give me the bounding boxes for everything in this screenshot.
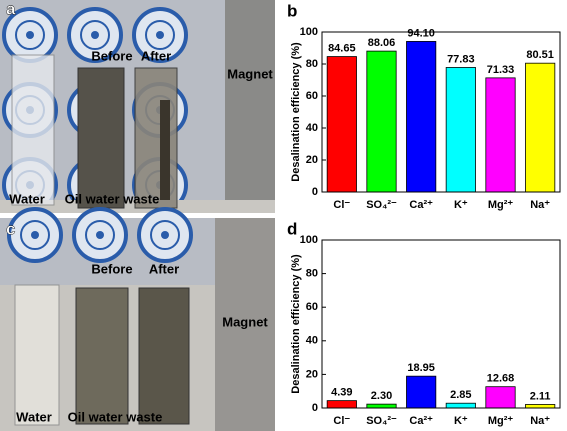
x-tick-label: Mg²⁺ [488,199,514,211]
value-label: 77.83 [447,53,475,65]
x-tick-label: SO₄²⁻ [366,199,397,211]
y-tick-label: 60 [306,301,318,313]
y-tick-label: 20 [306,154,318,166]
photo-label: Oil water waste [68,409,163,424]
y-tick-label: 80 [306,58,318,70]
photo-label: After [141,48,171,63]
bar [525,62,556,193]
value-label: 18.95 [407,362,435,374]
y-tick-label: 40 [306,122,318,134]
bar [366,50,397,193]
photo-a [0,0,275,213]
x-tick-label: SO₄²⁻ [366,415,397,427]
plot-frame [321,239,561,409]
bar [445,67,476,193]
bar [525,404,556,409]
y-tick-label: 40 [306,335,318,347]
x-tick-label: Na⁺ [530,199,550,211]
x-tick-label: Ca²⁺ [409,199,433,211]
value-label: 2.85 [450,389,471,401]
panel-label: b [287,1,297,20]
photo-label: Before [91,261,132,276]
bar [445,402,476,409]
x-tick-label: Cl⁻ [333,415,350,427]
value-label: 2.11 [530,390,551,402]
x-tick-label: Na⁺ [530,415,550,427]
bar [406,41,437,193]
value-label: 94.10 [407,27,435,39]
value-label: 80.51 [526,49,554,61]
x-tick-label: Ca²⁺ [409,415,433,427]
value-label: 84.65 [328,42,356,54]
bar [406,375,437,409]
bar [485,77,516,193]
photo-label: Oil water waste [65,191,160,206]
y-tick-label: 80 [306,268,318,280]
value-label: 88.06 [368,37,396,49]
y-tick-label: 100 [300,234,318,246]
photo-c [0,207,275,431]
y-axis-label: Desalination efficiency (%) [290,254,302,394]
y-axis-label: Desalination efficiency (%) [290,42,302,182]
x-tick-label: K⁺ [454,199,468,211]
panel-label: d [287,219,297,238]
x-tick-label: K⁺ [454,415,468,427]
bar [326,56,357,193]
plot-frame [321,31,561,193]
bar [366,403,397,409]
bar [485,386,516,409]
photo-label: After [149,261,179,276]
y-tick-label: 100 [300,26,318,38]
y-tick-label: 0 [312,402,318,414]
photo-label: Magnet [222,314,268,329]
value-label: 2.30 [371,390,392,402]
photo-label: Magnet [227,66,273,81]
value-label: 71.33 [487,64,515,76]
x-tick-label: Cl⁻ [333,199,350,211]
bar [326,400,357,409]
y-tick-label: 0 [312,186,318,198]
photo-label: Before [91,48,132,63]
value-label: 12.68 [487,373,515,385]
y-tick-label: 60 [306,90,318,102]
panel-label: c [6,219,15,238]
value-label: 4.39 [331,387,352,399]
photo-label: Water [16,409,52,424]
panel-label: a [6,0,16,18]
photo-label: Water [9,191,45,206]
x-tick-label: Mg²⁺ [488,415,514,427]
y-tick-label: 20 [306,368,318,380]
